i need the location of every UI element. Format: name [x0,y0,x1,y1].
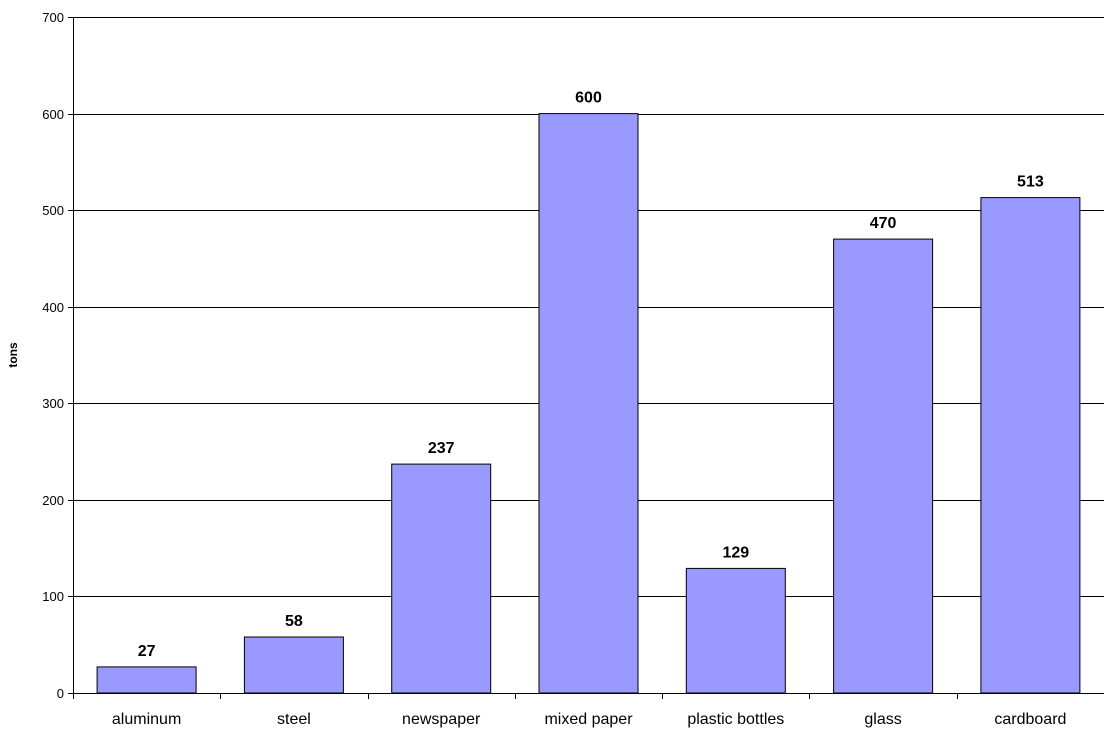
bar-steel [243,636,344,694]
x-tick-label-newspaper: newspaper [402,711,481,728]
y-tick-label-600: 600 [42,107,64,122]
x-tick-label-plastic-bottles: plastic bottles [687,711,784,728]
data-label-cardboard: 513 [1017,174,1044,191]
y-tick-label-200: 200 [42,493,64,508]
bar-aluminum [96,666,197,694]
data-label-plastic-bottles: 129 [722,544,749,561]
bar-plastic-bottles [685,567,786,694]
bars [96,113,1081,694]
x-tick-label-glass: glass [864,711,901,728]
bar-mixed-paper [538,113,639,694]
bar-cardboard [980,197,1081,694]
y-tick-label-300: 300 [42,396,64,411]
data-label-glass: 470 [870,215,897,232]
bar-newspaper [391,463,492,694]
x-tick-label-mixed-paper: mixed paper [544,711,633,728]
data-label-mixed-paper: 600 [575,90,602,107]
axes [68,17,1104,699]
data-label-newspaper: 237 [428,440,455,457]
x-tick-label-steel: steel [277,711,311,728]
y-tick-label-0: 0 [57,686,64,701]
y-tick-label-500: 500 [42,203,64,218]
labels: 0 100 200 300 400 500 600 700 27 aluminum 58 steel 2… [42,10,1066,728]
data-label-aluminum: 27 [138,643,156,660]
y-tick-label-700: 700 [42,10,64,25]
y-tick-label-100: 100 [42,589,64,604]
x-tick-label-aluminum: aluminum [112,711,181,728]
bar-glass [833,238,934,694]
x-tick-label-cardboard: cardboard [994,711,1066,728]
y-axis-title: tons [6,342,20,368]
data-label-steel: 58 [285,613,303,630]
y-tick-label-400: 400 [42,300,64,315]
